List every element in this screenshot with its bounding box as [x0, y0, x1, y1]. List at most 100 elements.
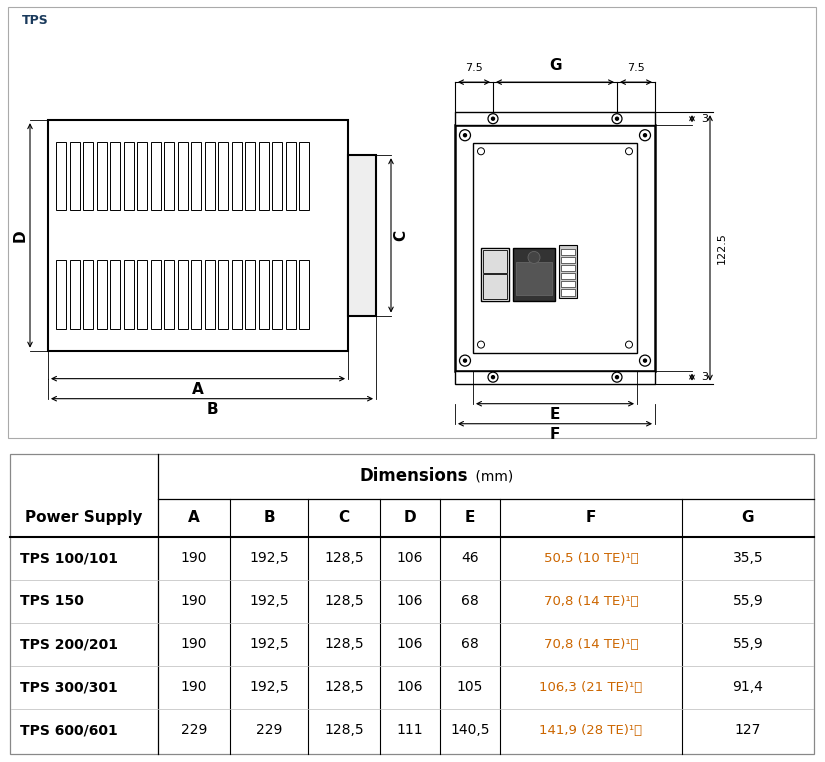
Bar [97, 142, 106, 210]
Text: 190: 190 [181, 680, 207, 694]
Circle shape [478, 148, 484, 155]
Text: 192,5: 192,5 [249, 680, 289, 694]
Text: 55,9: 55,9 [733, 594, 763, 608]
Circle shape [644, 134, 647, 136]
Text: E: E [464, 511, 475, 525]
Bar [481, 248, 509, 300]
Bar [232, 261, 242, 328]
Text: 106: 106 [397, 594, 423, 608]
Bar [164, 261, 174, 328]
Bar [150, 142, 161, 210]
Text: 192,5: 192,5 [249, 638, 289, 652]
Text: 91,4: 91,4 [733, 680, 763, 694]
Text: A: A [188, 511, 200, 525]
Circle shape [612, 114, 622, 123]
Bar [124, 142, 134, 210]
Bar [348, 155, 376, 315]
Text: (mm): (mm) [471, 469, 513, 483]
Bar [483, 274, 507, 299]
Bar [69, 142, 79, 210]
Text: 7.5: 7.5 [465, 63, 483, 73]
Bar [272, 142, 282, 210]
Text: F: F [549, 427, 560, 442]
Circle shape [492, 117, 494, 120]
Bar [218, 142, 228, 210]
Text: 35,5: 35,5 [733, 552, 763, 565]
Bar [455, 370, 655, 383]
Bar [258, 142, 268, 210]
Bar [561, 265, 575, 271]
Circle shape [625, 148, 633, 155]
Bar [97, 261, 106, 328]
Bar [177, 261, 187, 328]
Text: F: F [586, 511, 596, 525]
Text: 70,8 (14 TE)¹⧧: 70,8 (14 TE)¹⧧ [544, 638, 639, 651]
Text: 106: 106 [397, 680, 423, 694]
Text: 7.5: 7.5 [627, 63, 645, 73]
Circle shape [488, 372, 498, 383]
Bar [110, 261, 120, 328]
Bar [299, 142, 309, 210]
Text: C: C [338, 511, 350, 525]
Text: 106: 106 [397, 638, 423, 652]
Text: 190: 190 [181, 552, 207, 565]
Text: B: B [206, 402, 218, 418]
Circle shape [460, 355, 470, 366]
Text: 229: 229 [181, 723, 207, 738]
Text: C: C [394, 230, 408, 241]
Bar [561, 281, 575, 287]
Bar [218, 261, 228, 328]
Text: 46: 46 [461, 552, 478, 565]
Circle shape [528, 251, 540, 264]
Circle shape [644, 359, 647, 362]
Bar [561, 273, 575, 280]
Text: Dimensions: Dimensions [360, 467, 468, 485]
Bar [164, 142, 174, 210]
Text: 128,5: 128,5 [324, 594, 364, 608]
Text: TPS 600/601: TPS 600/601 [20, 723, 118, 738]
Circle shape [639, 130, 650, 141]
Text: 128,5: 128,5 [324, 552, 364, 565]
Text: 68: 68 [461, 638, 478, 652]
Bar [258, 261, 268, 328]
Bar [137, 142, 147, 210]
Bar [205, 261, 214, 328]
Bar [272, 261, 282, 328]
Bar [69, 261, 79, 328]
Text: 50,5 (10 TE)¹⧧: 50,5 (10 TE)¹⧧ [544, 552, 639, 565]
Bar [561, 257, 575, 264]
Text: 3: 3 [701, 114, 708, 123]
Text: 190: 190 [181, 638, 207, 652]
Text: 68: 68 [461, 594, 478, 608]
Bar [561, 249, 575, 255]
Bar [285, 261, 295, 328]
Bar [513, 248, 555, 300]
Text: 192,5: 192,5 [249, 552, 289, 565]
Bar [232, 142, 242, 210]
Circle shape [639, 355, 650, 366]
Text: 55,9: 55,9 [733, 638, 763, 652]
Text: 140,5: 140,5 [450, 723, 490, 738]
Text: TPS 150: TPS 150 [20, 594, 84, 608]
Bar [191, 261, 201, 328]
Circle shape [492, 376, 494, 379]
Text: 105: 105 [457, 680, 483, 694]
Text: 70,8 (14 TE)¹⧧: 70,8 (14 TE)¹⧧ [544, 595, 639, 608]
Bar [559, 245, 577, 297]
Bar [561, 289, 575, 296]
Circle shape [464, 134, 466, 136]
Text: 229: 229 [256, 723, 282, 738]
Circle shape [625, 341, 633, 348]
Circle shape [460, 130, 470, 141]
Text: TPS: TPS [22, 14, 49, 27]
Circle shape [612, 372, 622, 383]
Text: D: D [403, 511, 417, 525]
Bar [83, 261, 93, 328]
Bar [124, 261, 134, 328]
Bar [516, 262, 552, 294]
Bar [455, 125, 655, 370]
Text: 106: 106 [397, 552, 423, 565]
Circle shape [615, 376, 619, 379]
Bar [285, 142, 295, 210]
Text: TPS 200/201: TPS 200/201 [20, 638, 118, 652]
